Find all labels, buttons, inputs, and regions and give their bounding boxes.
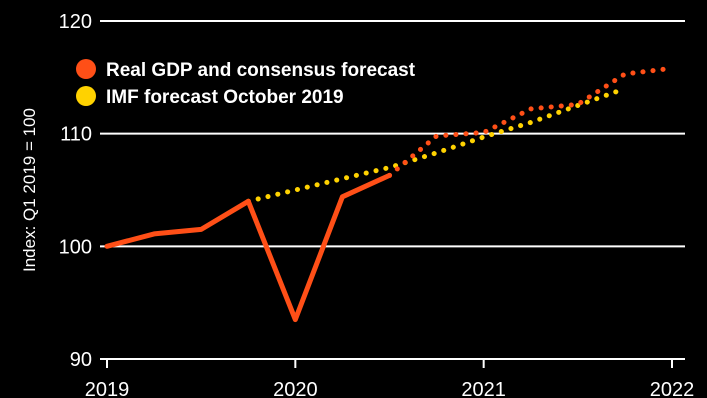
- y-axis-label: Index: Q1 2019 = 100: [20, 108, 39, 272]
- legend-marker-real-gdp: [76, 59, 96, 79]
- series-0-dotted-line: [387, 65, 675, 178]
- x-tick-label-2020: 2020: [273, 379, 318, 398]
- legend-label-real-gdp: Real GDP and consensus forecast: [106, 60, 416, 81]
- y-tick-label-110: 110: [60, 124, 92, 146]
- y-tick-label-90: 90: [70, 349, 92, 371]
- y-tick-label-100: 100: [59, 236, 92, 258]
- legend-label-imf-forecast: IMF forecast October 2019: [106, 87, 344, 108]
- y-tick-label-120: 120: [59, 11, 92, 33]
- legend-marker-imf-forecast: [76, 86, 96, 106]
- x-tick-label-2021: 2021: [461, 379, 506, 398]
- gridlines: [100, 20, 685, 248]
- y-axis-ticks: 90 100 110 120: [59, 11, 92, 371]
- x-axis-ticks: 2019 2020 2021 2022: [85, 359, 695, 398]
- series-lines: [104, 65, 675, 323]
- x-tick-label-2019: 2019: [85, 379, 130, 398]
- series-0-solid-line: [104, 172, 392, 323]
- legend: Real GDP and consensus forecast IMF fore…: [76, 59, 416, 108]
- x-tick-label-2022: 2022: [650, 379, 695, 398]
